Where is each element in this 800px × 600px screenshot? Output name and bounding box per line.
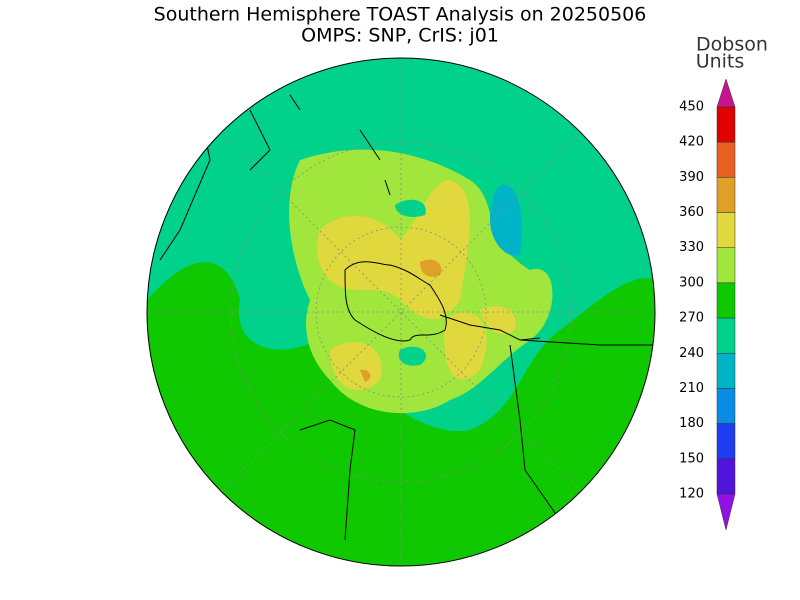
colorbar-tick-label: 450 <box>679 100 704 115</box>
colorbar-tick-label: 240 <box>679 346 704 361</box>
title-line: OMPS: SNP, CrIS: j01 <box>301 25 499 47</box>
colorbar-segment <box>716 423 736 460</box>
colorbar-segment <box>716 247 736 284</box>
colorbar-segment <box>716 353 736 389</box>
colorbar-segment <box>716 177 736 213</box>
colorbar-cap <box>716 493 736 531</box>
title-line: Southern Hemisphere TOAST Analysis on 20… <box>154 4 647 26</box>
colorbar-tick-label: 420 <box>679 135 704 150</box>
colorbar-tick-label: 330 <box>679 240 704 255</box>
map <box>147 58 655 566</box>
colorbar-tick-label: 360 <box>679 205 704 220</box>
colorbar-segment <box>716 317 736 354</box>
colorbar-tick-label: 210 <box>679 381 704 396</box>
colorbar-label: Units <box>696 51 745 73</box>
colorbar-segment <box>716 212 736 248</box>
colorbar-label: Dobson <box>696 34 768 56</box>
colorbar-segment <box>716 141 736 178</box>
map-outline <box>146 57 656 567</box>
colorbar-cap <box>716 78 736 108</box>
colorbar-tick-label: 180 <box>679 416 704 431</box>
colorbar-segment <box>716 282 736 319</box>
colorbar-tick-label: 270 <box>679 311 704 326</box>
colorbar: 450 420 390 360 330 300 270 240 210 180 150 120 <box>679 78 736 531</box>
colorbar-segment <box>716 458 736 495</box>
colorbar-tick-label: 120 <box>679 487 704 502</box>
colorbar-tick-label: 300 <box>679 275 704 290</box>
colorbar-segment <box>716 106 736 143</box>
colorbar-tick-label: 390 <box>679 170 704 185</box>
colorbar-segment <box>716 388 736 424</box>
colorbar-tick-label: 150 <box>679 451 704 466</box>
